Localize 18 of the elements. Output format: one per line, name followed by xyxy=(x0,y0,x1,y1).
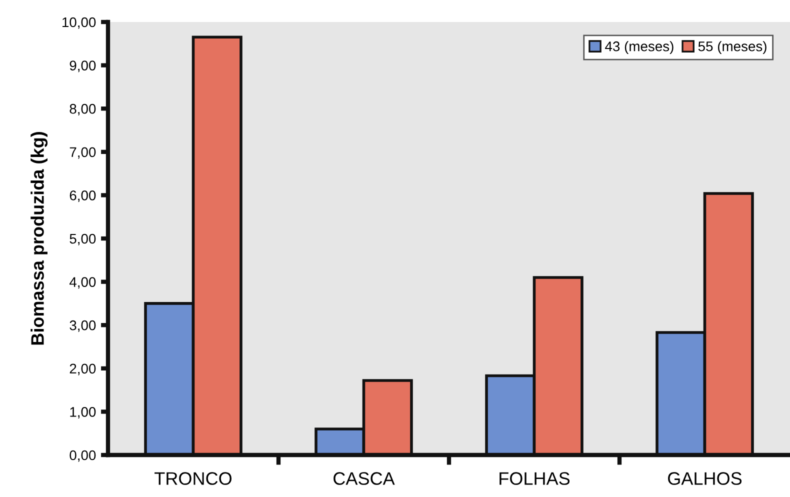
y-axis-title: Biomassa produzida (kg) xyxy=(30,132,48,345)
legend-label: 55 (meses) xyxy=(698,41,766,54)
y-tick-label: 10,00 xyxy=(62,17,96,29)
x-tick-label: FOLHAS xyxy=(500,472,570,485)
y-tick-label: 3,00 xyxy=(70,320,96,332)
y-tick-label: 1,00 xyxy=(70,407,96,419)
y-tick-label: 2,00 xyxy=(70,364,96,376)
legend-label: 43 (meses) xyxy=(605,41,674,54)
y-tick-label: 8,00 xyxy=(70,104,96,116)
y-tick-label: 6,00 xyxy=(70,190,96,202)
y-tick-label: 5,00 xyxy=(70,234,96,246)
y-tick-label: 7,00 xyxy=(70,147,96,159)
x-tick-label: TRONCO xyxy=(154,472,232,485)
x-tick-label: CASCA xyxy=(334,472,395,485)
x-tick-label: GALHOS xyxy=(668,472,742,485)
y-tick-label: 4,00 xyxy=(69,277,96,289)
y-tick-label: 9,00 xyxy=(70,60,96,72)
y-tick-label: 0,00 xyxy=(70,450,96,462)
